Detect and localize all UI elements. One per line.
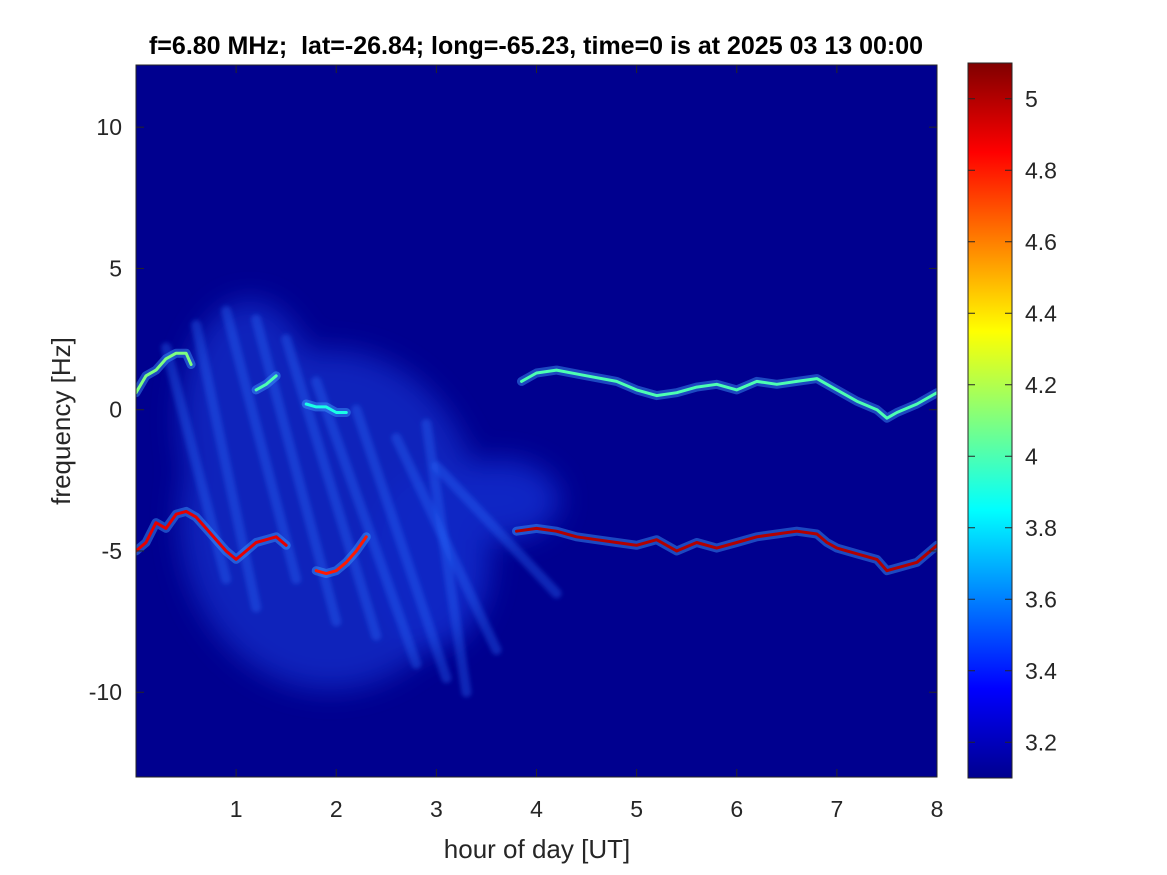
- y-axis-label: frequency [Hz]: [46, 337, 76, 505]
- diffuse-streak: [221, 305, 302, 585]
- colorbar-tick-label: 4: [1025, 443, 1038, 469]
- x-tick-label: 4: [530, 796, 543, 822]
- y-tick-label: 0: [109, 397, 122, 423]
- x-tick-label: 2: [330, 796, 343, 822]
- chart-title: f=6.80 MHz; lat=-26.84; long=-65.23, tim…: [149, 32, 923, 60]
- colorbar-tick-label: 3.2: [1025, 729, 1057, 755]
- x-tick-label: 8: [931, 796, 944, 822]
- ridge-trace: [254, 374, 278, 392]
- x-tick-label: 5: [630, 796, 643, 822]
- ridge-trace: [520, 368, 937, 420]
- x-tick-label: 1: [230, 796, 243, 822]
- x-tick-label: 7: [830, 796, 843, 822]
- colorbar: 5 4.8 4.6 4.4 4.2 4 3.8 3.6 3.4 3.2: [967, 62, 1057, 779]
- ridge-trace: [304, 402, 348, 414]
- colorbar-tick-label: 4.2: [1025, 372, 1057, 398]
- y-tick-label: 10: [96, 114, 122, 140]
- ridge-trace: [136, 351, 193, 395]
- ridge-trace: [515, 526, 937, 573]
- colorbar-tick-label: 4.8: [1025, 157, 1057, 183]
- x-tick-label: 3: [430, 796, 443, 822]
- y-tick-label: -5: [102, 538, 122, 564]
- plot-area: 1 2 3 4 5 6 7 8 10 5 0 -5 -10: [89, 64, 944, 822]
- diffuse-streak: [281, 334, 382, 641]
- colorbar-tick-label: 4.4: [1025, 300, 1057, 326]
- y-tick-label: 5: [109, 255, 122, 281]
- x-ticks: 1 2 3 4 5 6 7 8: [230, 65, 944, 822]
- ridge-trace: [314, 535, 368, 576]
- diffuse-streak: [351, 404, 452, 684]
- y-tick-label: -10: [89, 679, 122, 705]
- diffuse-streak: [421, 418, 472, 698]
- diffuse-streak: [311, 376, 422, 669]
- x-axis-label: hour of day [UT]: [444, 834, 630, 864]
- colorbar-tick-label: 5: [1025, 86, 1038, 112]
- colorbar-tick-label: 3.4: [1025, 658, 1057, 684]
- diffuse-streak: [191, 319, 262, 613]
- x-tick-label: 6: [730, 796, 743, 822]
- colorbar-gradient: [967, 62, 1013, 779]
- y-ticks: 10 5 0 -5 -10: [89, 114, 937, 705]
- colorbar-tick-label: 3.8: [1025, 515, 1057, 541]
- diffuse-streak: [431, 461, 562, 599]
- colorbar-tick-label: 4.6: [1025, 229, 1057, 255]
- ridge-trace: [136, 509, 288, 561]
- ridge-traces: [136, 348, 937, 579]
- colorbar-ticks: 5 4.8 4.6 4.4 4.2 4 3.8 3.6 3.4 3.2: [968, 86, 1057, 755]
- colorbar-tick-label: 3.6: [1025, 586, 1057, 612]
